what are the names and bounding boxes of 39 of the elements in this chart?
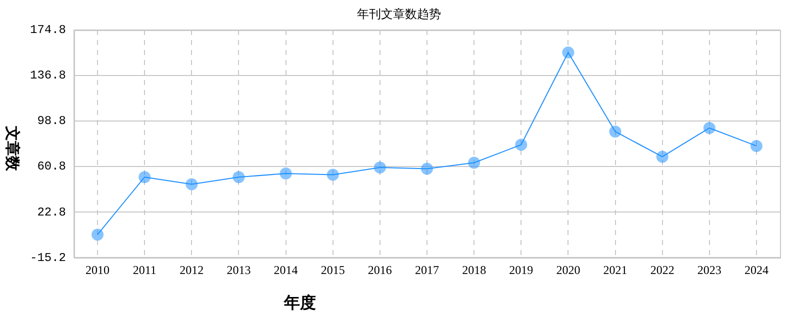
y-tick-label: 174.8	[30, 23, 66, 38]
x-tick-label: 2022	[650, 262, 674, 277]
y-tick-label: -15.2	[30, 250, 66, 265]
point	[562, 46, 574, 59]
x-tick-label: 2021	[603, 262, 628, 277]
y-tick-label: 98.8	[37, 114, 66, 128]
point	[232, 171, 245, 184]
x-tick-label: 2024	[744, 262, 768, 277]
x-tick-label: 2017	[415, 262, 440, 277]
y-tick-label: 60.8	[37, 160, 66, 174]
x-tick-label: 2012	[180, 262, 204, 277]
point	[280, 168, 292, 180]
point	[326, 168, 339, 181]
x-tick-label: 2014	[274, 262, 298, 277]
y-tick-label: 22.8	[37, 205, 66, 220]
x-axis-title: 年度	[282, 293, 317, 314]
x-tick-label: 2013	[226, 262, 251, 277]
point	[92, 228, 104, 241]
point	[138, 171, 151, 184]
x-tick-label: 2015	[320, 262, 345, 277]
point	[750, 140, 762, 152]
x-tick-label: 2011	[132, 262, 156, 277]
point	[186, 178, 198, 190]
point	[515, 138, 528, 151]
y-tick-label: 136.8	[30, 68, 66, 83]
point	[703, 122, 716, 134]
point	[421, 162, 434, 175]
point	[609, 126, 622, 138]
x-tick-label: 2023	[697, 262, 722, 277]
point	[656, 150, 668, 163]
point	[468, 156, 480, 169]
x-tick-label: 2020	[556, 262, 580, 277]
x-tick-label: 2016	[368, 262, 392, 277]
point	[374, 162, 386, 174]
y-axis-title: 文章数	[2, 125, 22, 173]
x-tick-label: 2010	[86, 262, 110, 277]
x-tick-label: 2019	[509, 262, 534, 277]
x-tick-label: 2018	[462, 262, 486, 277]
chart-title: 年刊文章数趋势	[356, 6, 442, 23]
